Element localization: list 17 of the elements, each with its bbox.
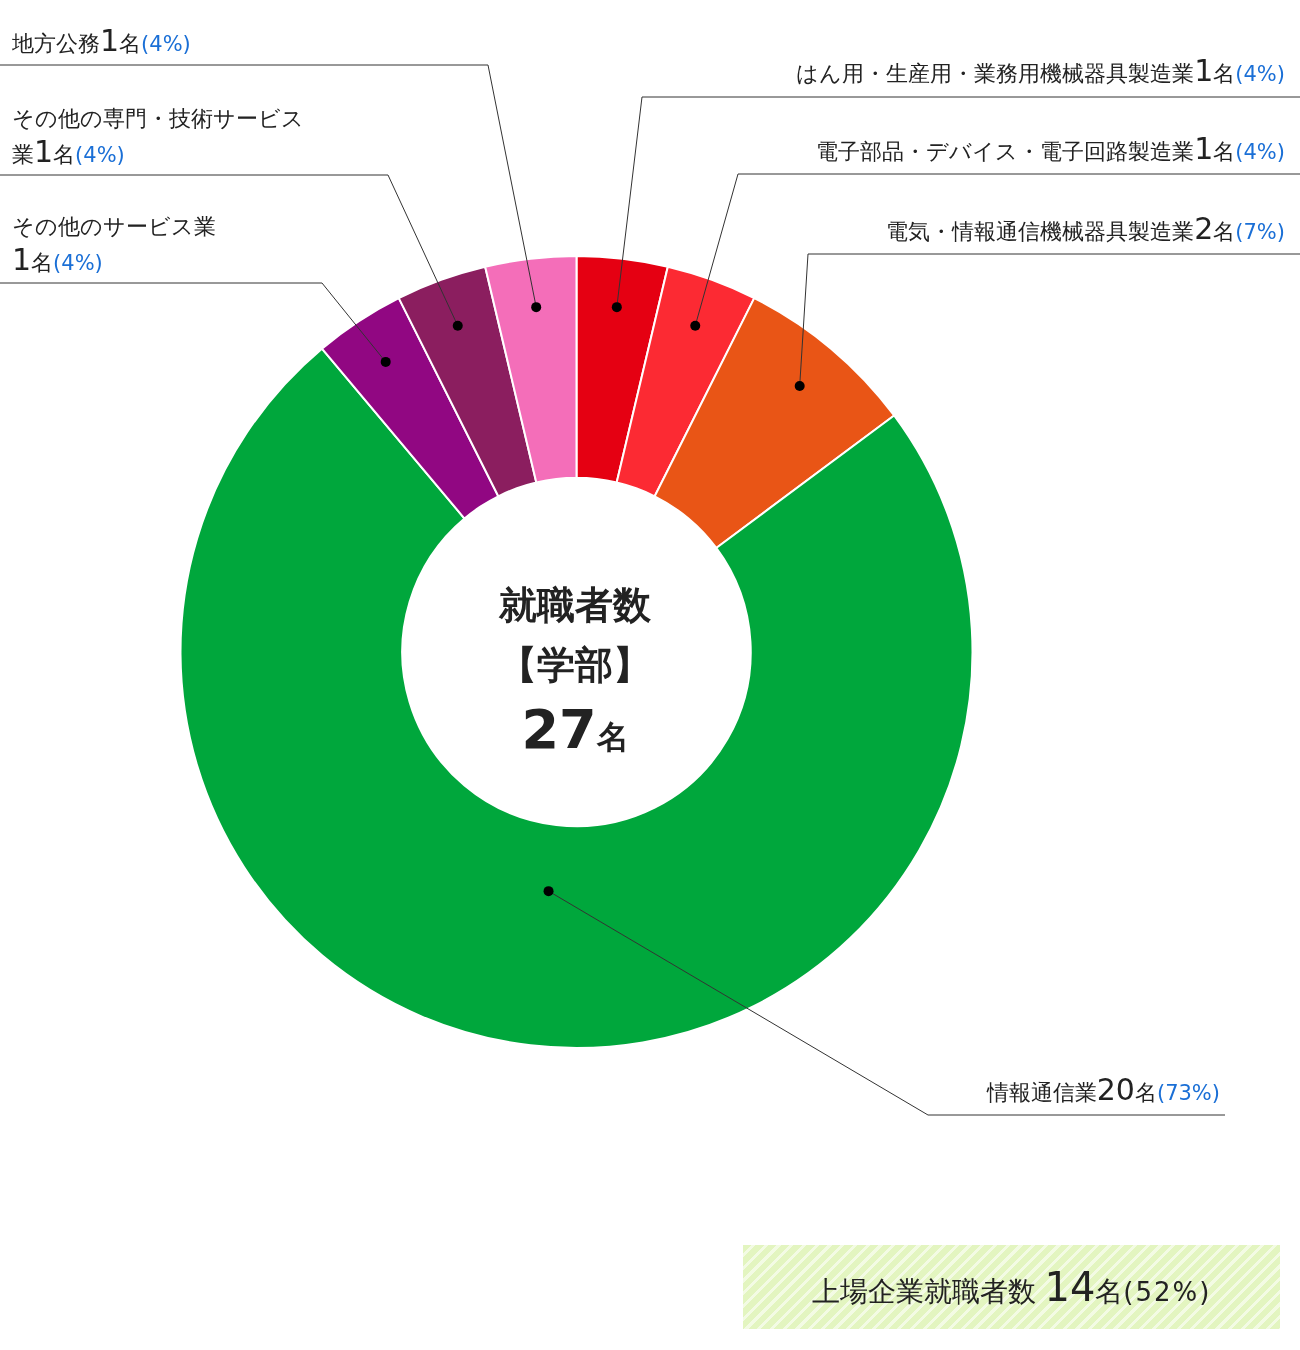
slice-label: 電気・情報通信機械器具製造業 bbox=[886, 219, 1195, 244]
text: 上場企業就職者数 14名(52%) bbox=[743, 1245, 1280, 1329]
data-label: 1名(4%) bbox=[1194, 53, 1285, 88]
data-label: 2名(7%) bbox=[1194, 211, 1285, 246]
data-label: 20名(73%) bbox=[1096, 1072, 1220, 1107]
data-label: 1名(4%) bbox=[1194, 131, 1285, 166]
text: 就職者数 bbox=[498, 582, 652, 629]
slice-label: その他のサービス業 bbox=[12, 214, 216, 239]
slice-label: 地方公務 bbox=[12, 31, 100, 56]
data-label: 1名(4%) bbox=[100, 23, 191, 58]
text: 【学部】 bbox=[498, 642, 652, 689]
data-label: 1名(4%) bbox=[12, 242, 103, 277]
slice-label: 電子部品・デバイス・電子回路製造業 bbox=[816, 139, 1195, 164]
slice-label: 情報通信業 bbox=[986, 1080, 1097, 1105]
slice-label: はん用・生産用・業務用機械器具製造業 bbox=[796, 61, 1195, 86]
data-label: 1名(4%) bbox=[34, 134, 125, 169]
text: 27名 bbox=[521, 698, 629, 761]
